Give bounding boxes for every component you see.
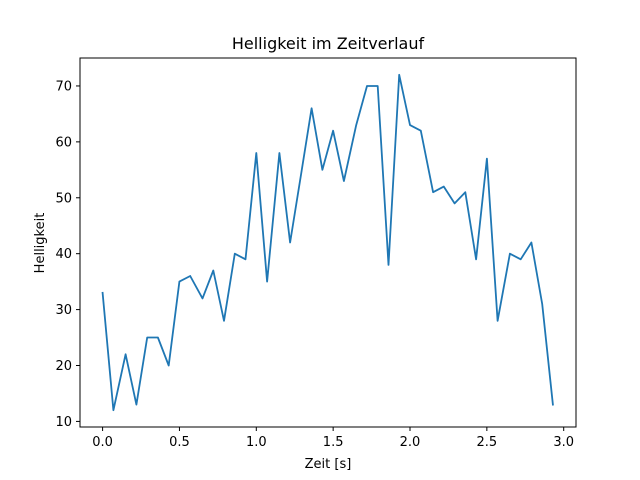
- y-tick-label: 30: [55, 303, 72, 318]
- y-tick-label: 10: [55, 415, 72, 430]
- x-tick-label: 2.0: [400, 435, 421, 450]
- y-axis-label: Helligkeit: [33, 213, 48, 274]
- x-axis-ticks: 0.0 0.5 1.0 1.5 2.0 2.5 3.0: [92, 427, 574, 450]
- series-line: [101, 73, 554, 412]
- plot-frame: [79, 57, 577, 428]
- y-tick-label: 20: [55, 359, 72, 374]
- y-tick-label: 40: [55, 247, 72, 262]
- x-tick-label: 0.5: [169, 435, 190, 450]
- x-axis-label: Zeit [s]: [305, 457, 352, 472]
- y-tick-label: 50: [55, 191, 72, 206]
- y-axis-ticks: 10 20 30 40 50 60 70: [55, 79, 80, 430]
- y-tick-label: 70: [55, 79, 72, 94]
- x-tick-label: 1.5: [323, 435, 344, 450]
- x-tick-label: 2.5: [477, 435, 498, 450]
- x-tick-label: 3.0: [553, 435, 574, 450]
- x-tick-label: 0.0: [92, 435, 113, 450]
- chart-title: Helligkeit im Zeitverlauf: [232, 34, 425, 53]
- x-tick-label: 1.0: [246, 435, 267, 450]
- y-tick-label: 60: [55, 135, 72, 150]
